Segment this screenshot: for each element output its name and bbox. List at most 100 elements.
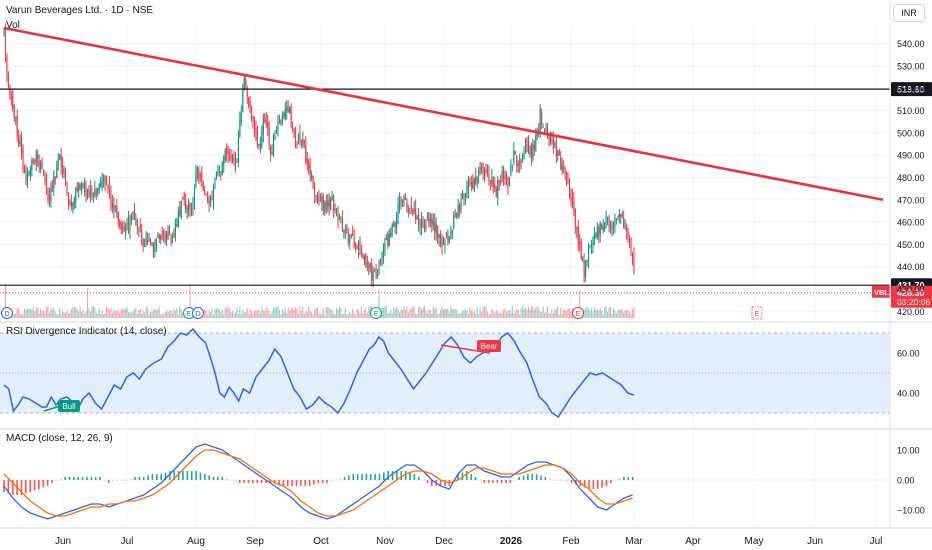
volume-bar	[551, 309, 553, 318]
candle-body	[621, 214, 623, 217]
candle-body	[595, 235, 597, 237]
volume-bar	[60, 313, 62, 318]
candle-body	[448, 237, 450, 243]
volume-bar	[214, 309, 216, 318]
volume-bar	[242, 309, 244, 318]
candle-body	[327, 201, 329, 207]
volume-bar	[393, 307, 395, 318]
volume-bar	[514, 312, 516, 318]
volume-bar	[237, 313, 239, 318]
volume-bar	[95, 313, 97, 318]
candle-body	[273, 135, 275, 153]
ticker-label: VBL	[874, 288, 889, 297]
candle-body	[321, 195, 323, 204]
volume-bar	[441, 306, 443, 318]
candle-body	[168, 233, 171, 235]
volume-bar	[70, 309, 72, 318]
volume-bar	[494, 312, 496, 318]
volume-bar	[495, 310, 497, 318]
macd-histogram-bar	[103, 480, 106, 481]
volume-bar	[127, 312, 130, 318]
volume-bar	[403, 306, 405, 318]
volume-bar	[129, 312, 131, 318]
candle-body	[478, 170, 480, 177]
candle-body	[160, 235, 162, 240]
volume-bar	[445, 309, 447, 318]
candle-body	[81, 183, 83, 191]
volume-bar	[243, 311, 245, 318]
volume-bar	[539, 311, 541, 318]
volume-bar	[517, 309, 519, 318]
volume-bar	[505, 311, 508, 318]
macd-histogram-bar	[614, 480, 616, 481]
candle-body	[489, 181, 491, 185]
candle-body	[92, 194, 94, 196]
volume-bar	[220, 311, 222, 318]
candle-body	[303, 140, 305, 144]
volume-bar	[251, 311, 253, 318]
candle-body	[523, 152, 525, 159]
volume-bar	[419, 306, 421, 318]
candle-body	[491, 177, 493, 183]
macd-histogram-bar	[291, 480, 293, 486]
volume-bar	[73, 307, 75, 318]
volume-bar	[400, 309, 402, 318]
volume-bar	[308, 306, 310, 318]
candle-body	[596, 228, 598, 238]
volume-bar	[463, 310, 465, 318]
volume-bar	[538, 308, 540, 318]
candle-body	[152, 242, 154, 250]
candle-body	[423, 224, 426, 228]
volume-bar	[382, 308, 384, 318]
volume-bar	[535, 307, 537, 318]
candle-body	[37, 154, 39, 159]
volume-bar	[450, 306, 452, 318]
x-tick-label: Oct	[313, 536, 329, 547]
candle-body	[375, 272, 377, 277]
volume-bar	[435, 308, 437, 318]
macd-histogram-bar	[444, 480, 446, 486]
volume-bar	[267, 309, 269, 318]
candle-body	[368, 264, 370, 269]
candle-body	[441, 241, 443, 247]
currency-button[interactable]: INR	[893, 4, 925, 22]
volume-bar	[479, 307, 481, 318]
candle-body	[182, 197, 184, 199]
candle-body	[592, 243, 594, 245]
candle-body	[125, 227, 127, 234]
candle-body	[508, 177, 510, 186]
volume-bar	[593, 306, 595, 318]
volume-bar	[173, 307, 175, 318]
candle-body	[568, 186, 571, 195]
candle-body	[513, 149, 515, 163]
volume-bar	[633, 307, 635, 318]
candle-body	[290, 105, 292, 122]
candle-body	[336, 210, 338, 212]
volume-bar	[120, 309, 122, 318]
volume-bar	[564, 310, 566, 318]
candle-body	[114, 205, 116, 207]
candle-body	[482, 164, 484, 172]
volume-bar	[311, 312, 313, 318]
volume-bar	[497, 310, 499, 318]
volume-bar	[355, 314, 357, 318]
volume-bar	[29, 308, 31, 318]
volume-bar	[57, 314, 59, 318]
volume-bar	[289, 310, 291, 318]
volume-bar	[125, 308, 127, 318]
candle-body	[195, 173, 197, 187]
volume-bar	[566, 311, 568, 318]
candle-body	[630, 238, 632, 254]
candle-body	[316, 194, 319, 200]
volume-bar	[223, 314, 225, 318]
candle-body	[95, 191, 97, 196]
candle-body	[404, 197, 406, 200]
volume-bar	[343, 313, 345, 318]
candle-body	[19, 141, 21, 144]
macd-histogram-bar	[356, 474, 359, 480]
volume-bar	[155, 310, 157, 318]
candle-body	[43, 170, 45, 176]
candle-body	[234, 158, 237, 164]
candle-body	[574, 209, 576, 228]
volume-bar	[585, 307, 587, 318]
